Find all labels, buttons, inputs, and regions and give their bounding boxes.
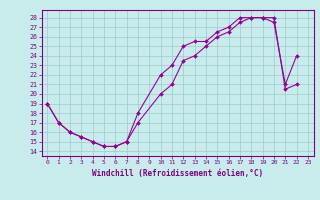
- X-axis label: Windchill (Refroidissement éolien,°C): Windchill (Refroidissement éolien,°C): [92, 169, 263, 178]
